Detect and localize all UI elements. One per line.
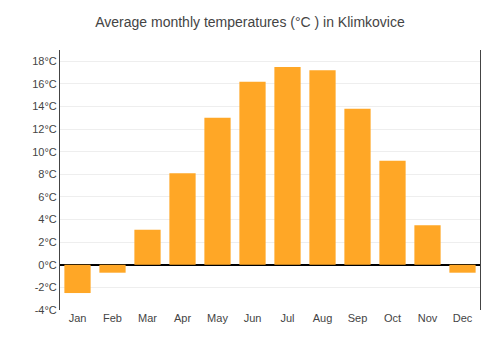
- svg-text:6°C: 6°C: [38, 191, 57, 203]
- svg-text:-2°C: -2°C: [35, 281, 57, 293]
- svg-text:Feb: Feb: [103, 312, 122, 324]
- svg-text:Nov: Nov: [418, 312, 438, 324]
- svg-text:4°C: 4°C: [38, 213, 57, 225]
- svg-text:12°C: 12°C: [32, 123, 57, 135]
- svg-text:10°C: 10°C: [32, 146, 57, 158]
- svg-text:Jul: Jul: [280, 312, 294, 324]
- svg-text:Jan: Jan: [69, 312, 87, 324]
- svg-text:8°C: 8°C: [38, 168, 57, 180]
- svg-text:16°C: 16°C: [32, 78, 57, 90]
- svg-text:Aug: Aug: [313, 312, 333, 324]
- svg-text:Dec: Dec: [453, 312, 473, 324]
- svg-text:14°C: 14°C: [32, 100, 57, 112]
- svg-text:May: May: [207, 312, 228, 324]
- svg-text:Sep: Sep: [348, 312, 368, 324]
- svg-text:Oct: Oct: [384, 312, 401, 324]
- svg-text:Average monthly temperatures (: Average monthly temperatures (°C ) in Kl…: [95, 14, 405, 30]
- svg-text:18°C: 18°C: [32, 55, 57, 67]
- svg-text:Apr: Apr: [174, 312, 191, 324]
- svg-text:0°C: 0°C: [38, 259, 57, 271]
- svg-text:2°C: 2°C: [38, 236, 57, 248]
- svg-text:Jun: Jun: [244, 312, 262, 324]
- svg-text:-4°C: -4°C: [35, 304, 57, 316]
- svg-text:Mar: Mar: [138, 312, 157, 324]
